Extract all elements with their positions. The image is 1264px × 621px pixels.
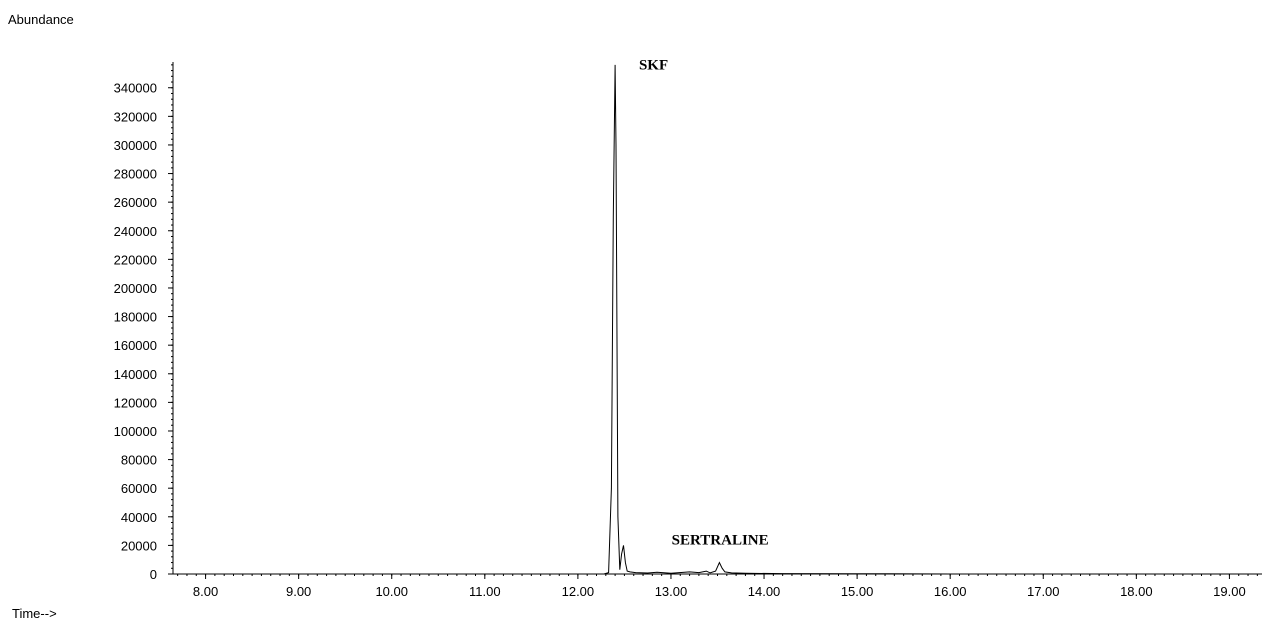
peak-annotations: SKF SERTRALINE [639,57,769,548]
y-tick-label: 260000 [114,195,157,210]
y-tick-label: 20000 [121,538,157,553]
x-tick-label: 19.00 [1213,584,1246,599]
y-tick-label: 220000 [114,252,157,267]
y-tick-label: 300000 [114,138,157,153]
y-ticks: 0 20000 40000 60000 80000 100000 120000 140000 1… [114,81,173,582]
x-tick-label: 16.00 [934,584,967,599]
y-tick-label: 280000 [114,167,157,182]
minor-ticks [171,64,1258,576]
x-tick-label: 9.00 [286,584,311,599]
x-axis-label: Time--> [12,606,57,621]
x-tick-label: 10.00 [375,584,408,599]
y-tick-label: 0 [150,567,157,582]
y-tick-label: 340000 [114,81,157,96]
y-tick-label: 80000 [121,453,157,468]
x-tick-label: 17.00 [1027,584,1060,599]
x-tick-label: 8.00 [193,584,218,599]
x-tick-label: 14.00 [748,584,781,599]
x-tick-label: 12.00 [562,584,595,599]
peak-label: SKF [639,57,668,73]
y-axis-label: Abundance [8,12,74,27]
x-tick-label: 13.00 [655,584,688,599]
y-tick-label: 180000 [114,310,157,325]
y-tick-label: 240000 [114,224,157,239]
x-tick-label: 18.00 [1120,584,1153,599]
x-tick-label: 11.00 [469,584,501,599]
peak-label: SERTRALINE [672,533,769,549]
y-tick-label: 60000 [121,481,157,496]
y-tick-label: 40000 [121,510,157,525]
y-tick-label: 120000 [114,395,157,410]
y-tick-label: 200000 [114,281,157,296]
y-tick-label: 100000 [114,424,157,439]
y-tick-label: 140000 [114,367,157,382]
y-tick-label: 320000 [114,109,157,124]
x-ticks: 8.00 9.00 10.00 11.00 12.00 13.00 14.00 15.00 16… [193,574,1246,599]
y-tick-label: 160000 [114,338,157,353]
chromatogram-trace [173,64,1262,575]
x-tick-label: 15.00 [841,584,874,599]
